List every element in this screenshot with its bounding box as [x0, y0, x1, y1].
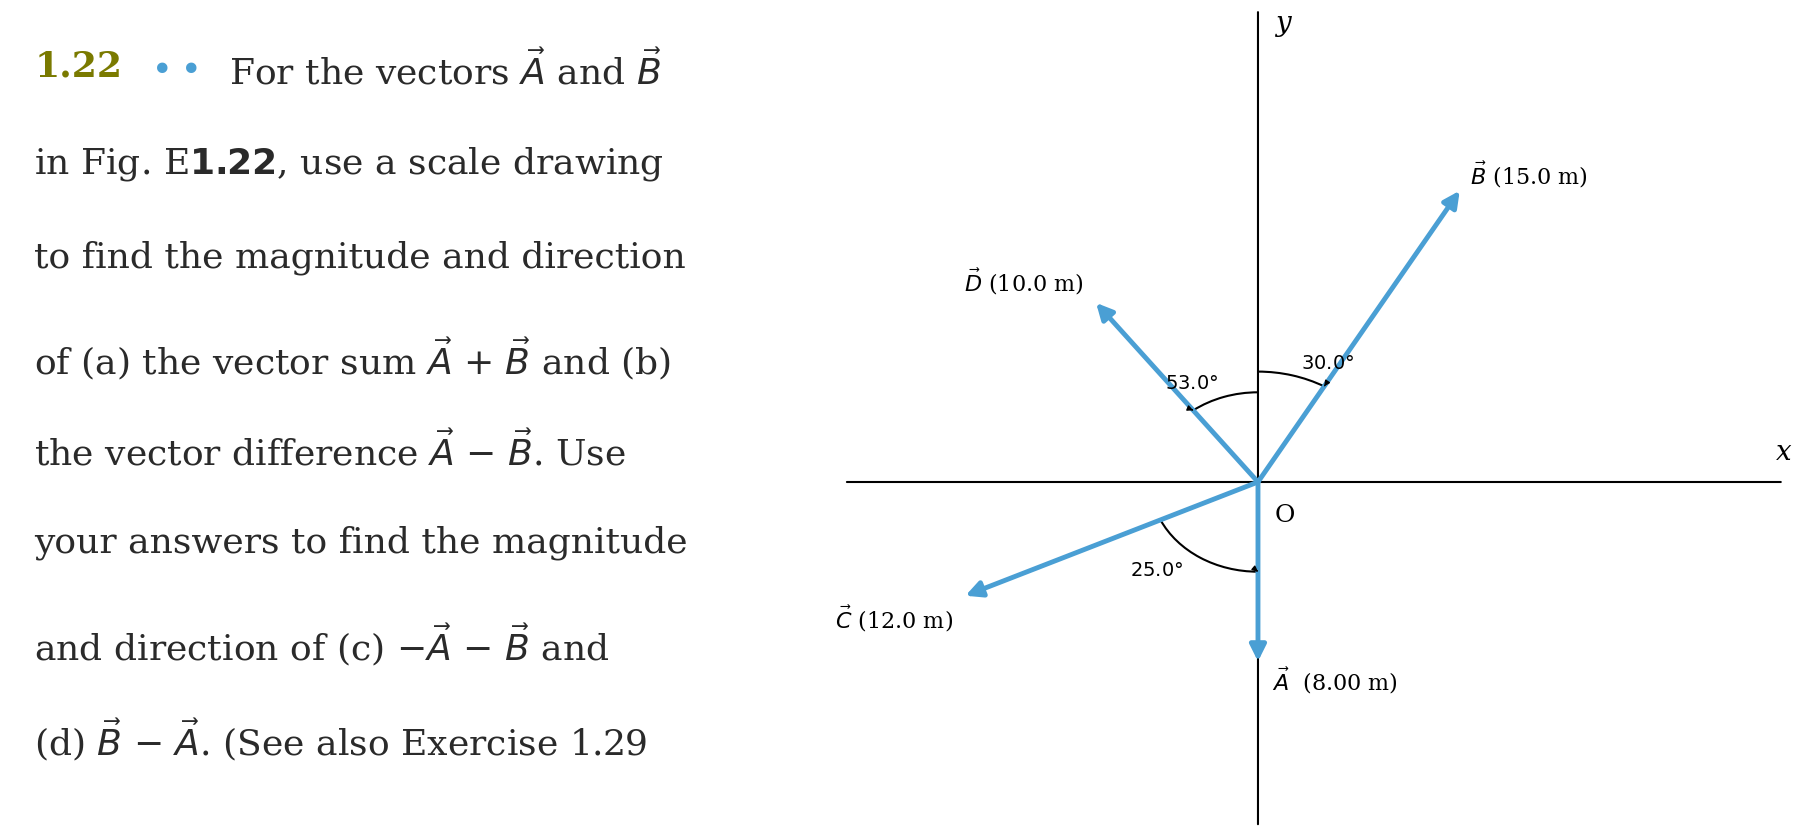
Text: $53.0°$: $53.0°$ [1166, 374, 1218, 392]
Text: to find the magnitude and direction: to find the magnitude and direction [34, 240, 686, 275]
Text: and direction of (c) $-\vec{A}$ $-$ $\vec{B}$ and: and direction of (c) $-\vec{A}$ $-$ $\ve… [34, 620, 611, 667]
Text: of (a) the vector sum $\vec{A}$ + $\vec{B}$ and (b): of (a) the vector sum $\vec{A}$ + $\vec{… [34, 335, 672, 382]
Text: $25.0°$: $25.0°$ [1130, 561, 1184, 579]
Text: O: O [1275, 503, 1295, 526]
Text: the vector difference $\vec{A}$ $-$ $\vec{B}$. Use: the vector difference $\vec{A}$ $-$ $\ve… [34, 430, 627, 472]
Text: $\vec{B}$ (15.0 m): $\vec{B}$ (15.0 m) [1471, 160, 1588, 189]
Text: y: y [1275, 11, 1290, 37]
Text: your answers to find the magnitude: your answers to find the magnitude [34, 525, 688, 560]
Text: $30.0°$: $30.0°$ [1300, 355, 1354, 373]
Text: $\vec{C}$ (12.0 m): $\vec{C}$ (12.0 m) [835, 603, 954, 633]
Text: $\bullet\bullet$: $\bullet\bullet$ [151, 50, 198, 84]
Text: $\vec{D}$ (10.0 m): $\vec{D}$ (10.0 m) [964, 266, 1083, 297]
Text: 1.22: 1.22 [34, 50, 122, 84]
Text: $\vec{A}$  (8.00 m): $\vec{A}$ (8.00 m) [1272, 665, 1399, 696]
Text: (d) $\vec{B}$ $-$ $\vec{A}$. (See also Exercise 1.29: (d) $\vec{B}$ $-$ $\vec{A}$. (See also E… [34, 715, 648, 762]
Text: x: x [1776, 438, 1792, 465]
Text: in Fig. E$\mathbf{1.22}$, use a scale drawing: in Fig. E$\mathbf{1.22}$, use a scale dr… [34, 145, 665, 183]
Text: For the vectors $\vec{A}$ and $\vec{B}$: For the vectors $\vec{A}$ and $\vec{B}$ [228, 50, 661, 92]
